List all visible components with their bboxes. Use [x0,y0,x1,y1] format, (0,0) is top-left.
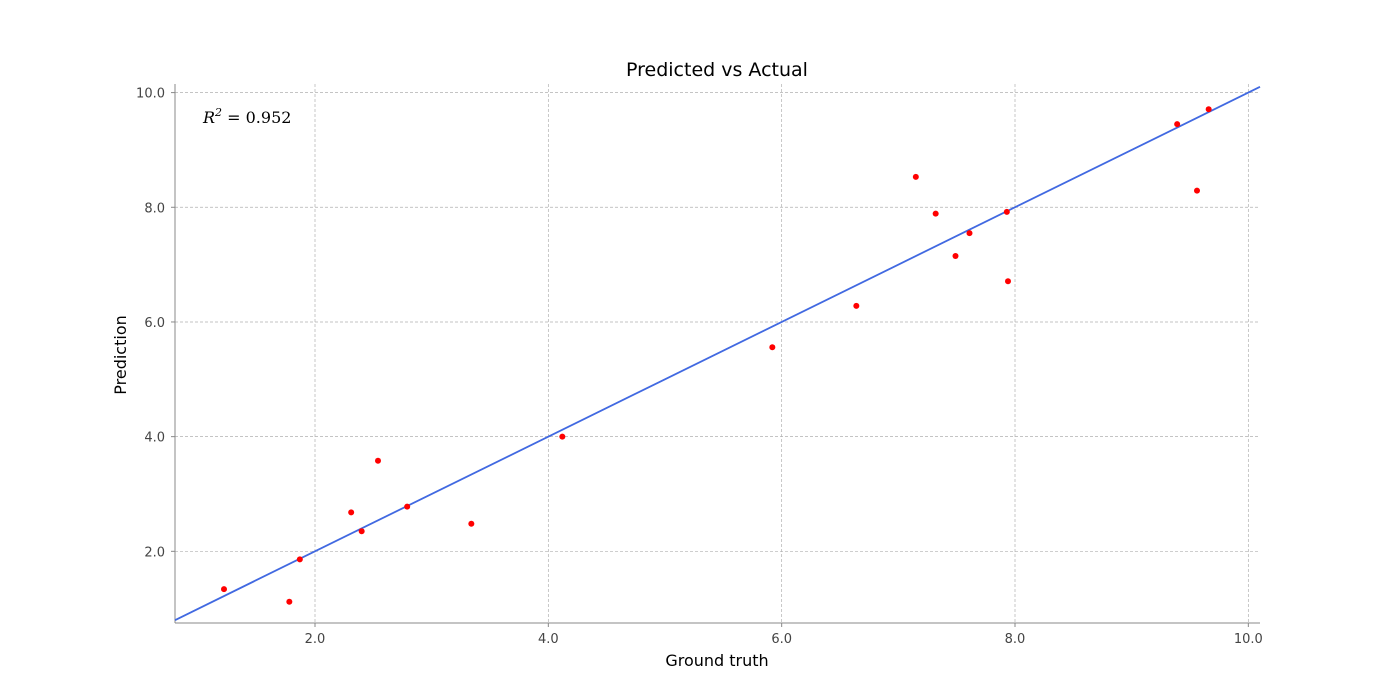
y-tick-label: 10.0 [136,87,165,102]
axes [174,84,1260,624]
data-point [912,173,919,180]
x-tick-label: 10.0 [1234,632,1263,647]
data-point [404,503,411,510]
y-tick-label: 8.0 [144,201,165,216]
grid [175,84,1260,623]
fit-line [174,86,1261,621]
r-squared-superscript: 2 [214,106,222,119]
data-point [1174,121,1181,128]
x-tick-label: 8.0 [1005,632,1026,647]
y-tick-label: 6.0 [144,316,165,331]
data-point [769,344,776,351]
data-point [932,210,939,217]
x-tick-label: 2.0 [305,632,326,647]
data-point [358,528,365,535]
r-squared-annotation: R2 = 0.952 [202,106,291,127]
y-tick-labels: 2.0 4.0 6.0 8.0 10.0 [136,87,175,560]
fit-line-group [174,86,1261,621]
x-tick-label: 6.0 [771,632,792,647]
data-point [1005,278,1011,285]
data-point [296,556,303,563]
x-axis-label: Ground truth [665,651,768,670]
data-point [286,598,293,605]
r-squared-prefix: R [202,108,215,127]
data-point [375,457,381,464]
data-point [221,586,227,593]
data-point [952,253,959,260]
r-squared-value: = 0.952 [222,108,291,127]
data-points [221,106,1212,605]
y-tick-label: 2.0 [144,545,165,560]
data-point [348,509,355,516]
data-point [966,230,973,237]
data-point [559,433,566,440]
x-tick-labels: 2.0 4.0 6.0 8.0 10.0 [305,623,1263,647]
data-point [1003,208,1010,215]
chart-title: Predicted vs Actual [626,59,808,81]
data-point [853,302,860,309]
x-tick-label: 4.0 [538,632,559,647]
data-point [468,520,475,527]
data-point [1194,187,1200,194]
y-axis-label: Prediction [111,315,130,394]
y-tick-label: 4.0 [144,431,165,446]
data-point [1205,106,1212,113]
